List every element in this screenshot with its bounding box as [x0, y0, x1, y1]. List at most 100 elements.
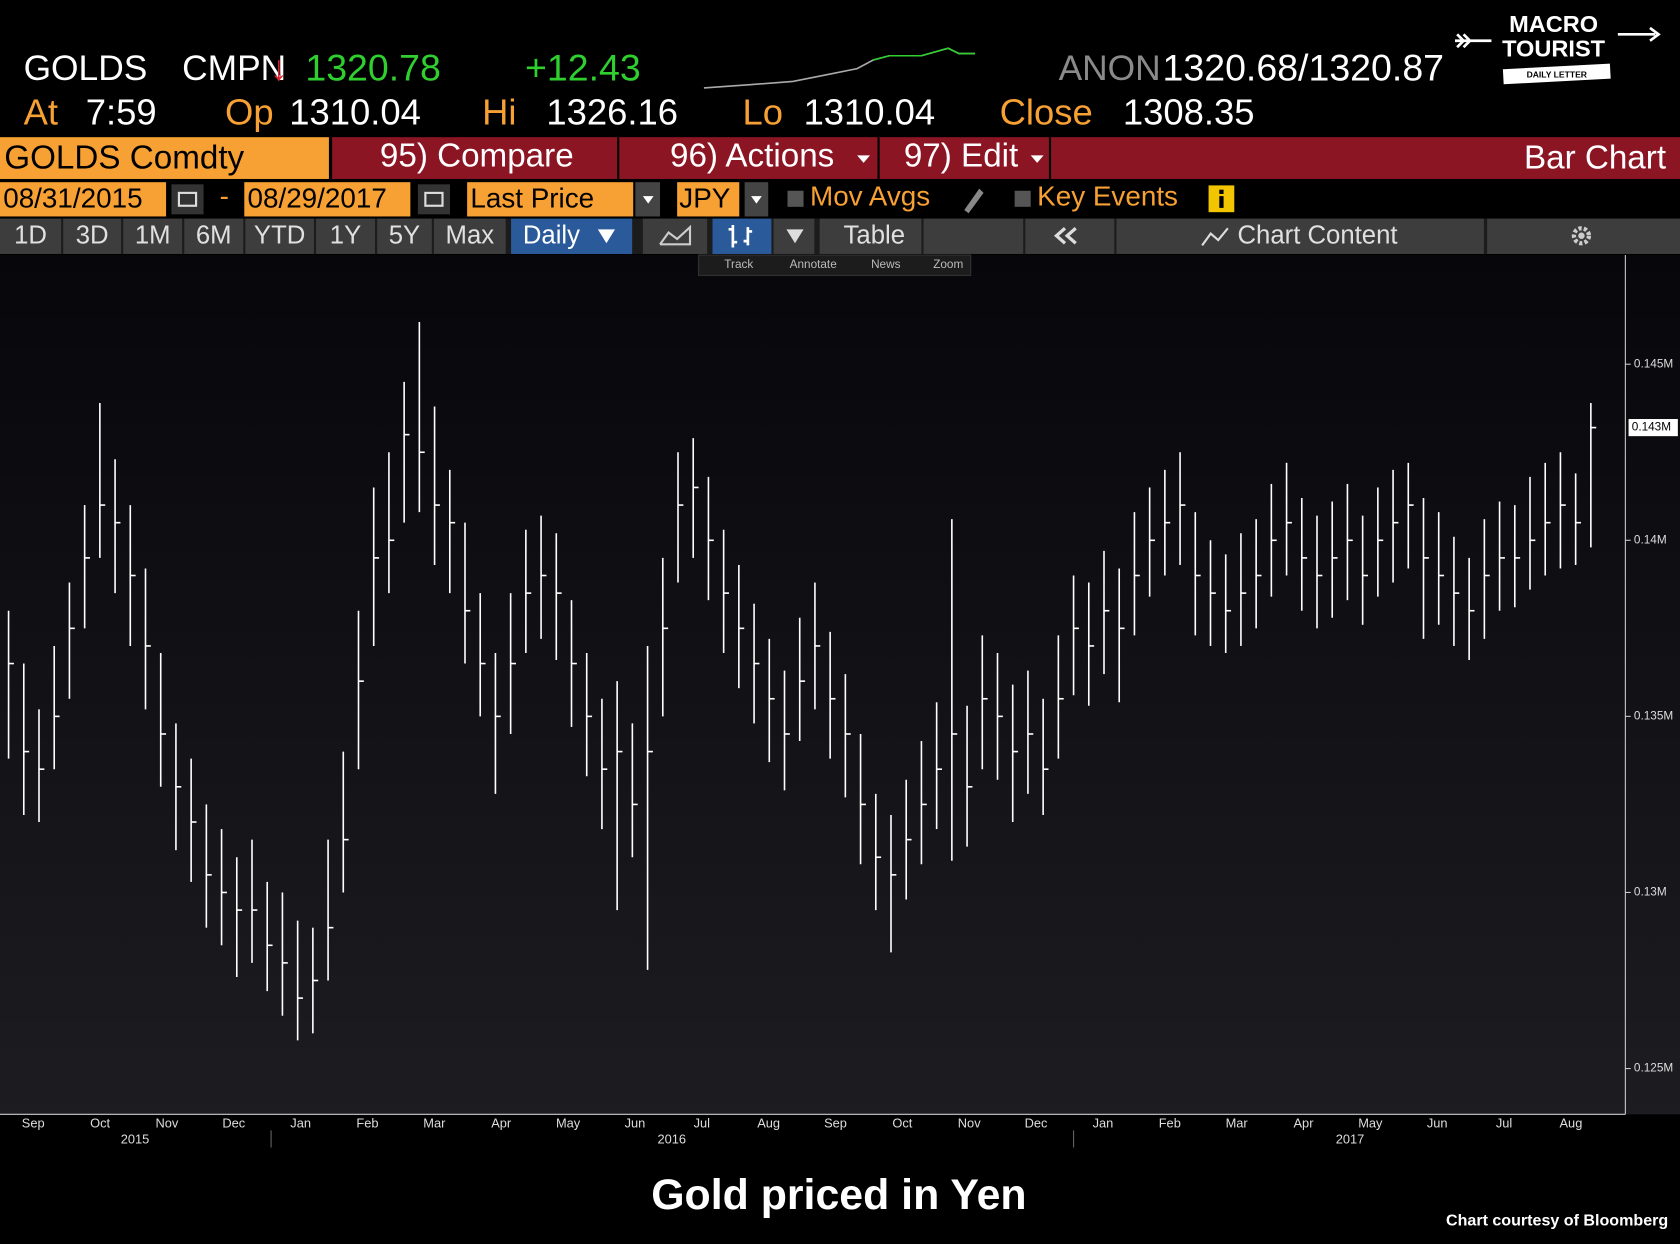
- x-tick-label: Dec: [1025, 1115, 1048, 1130]
- x-tick-label: Mar: [423, 1115, 446, 1130]
- logo-text: TOURIST: [1502, 36, 1606, 62]
- menu-item[interactable]: 95) Compare: [380, 137, 574, 174]
- x-tick-label: Oct: [892, 1115, 912, 1130]
- period-tab[interactable]: [245, 218, 314, 254]
- period-tab[interactable]: [0, 218, 62, 254]
- period-tab-label: 1Y: [330, 222, 361, 250]
- period-tab[interactable]: [63, 218, 122, 254]
- end-date: 08/29/2017: [247, 183, 386, 214]
- dropdown-arrow: [642, 196, 654, 204]
- dropdown-arrow: [597, 229, 615, 244]
- mov-avgs[interactable]: Mov Avgs: [810, 181, 930, 212]
- close-label: Close: [1000, 91, 1093, 132]
- x-tick-label: Aug: [757, 1115, 780, 1130]
- last-price-label: 0.143M: [1632, 421, 1671, 434]
- x-tick-label: Nov: [958, 1115, 981, 1130]
- security-box[interactable]: [0, 137, 329, 179]
- open-label: Op: [225, 91, 274, 132]
- period-tab-label: Max: [446, 222, 495, 250]
- menu-item[interactable]: 97) Edit: [904, 137, 1018, 174]
- high-label: Hi: [482, 91, 516, 132]
- date-separator: -: [220, 181, 229, 212]
- x-tick-label: Jul: [1496, 1115, 1512, 1130]
- y-tick-label: 0.14M: [1634, 533, 1667, 546]
- pricing-source: CMPN: [182, 49, 286, 88]
- table-button[interactable]: [819, 218, 922, 254]
- calendar-button[interactable]: [171, 184, 204, 215]
- period-tab[interactable]: [123, 218, 183, 254]
- y-tick-label: 0.135M: [1634, 709, 1673, 722]
- daily-tab[interactable]: [511, 218, 633, 254]
- logo-banner: [1502, 63, 1611, 85]
- key-events[interactable]: Key Events: [1037, 181, 1178, 212]
- dropdown-arrow: [857, 155, 870, 163]
- time: 7:59: [86, 91, 157, 132]
- chart-title: Gold priced in Yen: [651, 1171, 1026, 1219]
- dropdown-arrow: [1030, 155, 1044, 163]
- chart-content-button[interactable]: [1116, 218, 1484, 254]
- y-tick-label: 0.125M: [1634, 1062, 1673, 1075]
- last-price: 1320.78: [305, 47, 441, 89]
- start-date-field[interactable]: [0, 182, 167, 217]
- close: 1308.35: [1123, 91, 1255, 132]
- field-select[interactable]: [467, 182, 634, 217]
- calendar-icon: [424, 191, 444, 207]
- x-tick-label: May: [556, 1115, 581, 1130]
- dropdown-arrow: [786, 229, 804, 244]
- chart-tool[interactable]: Track: [724, 258, 753, 271]
- period-tab-label: 5Y: [389, 222, 420, 250]
- pencil-icon[interactable]: [964, 188, 984, 214]
- x-tick-label: Feb: [356, 1115, 378, 1130]
- x-tick-label: Apr: [491, 1115, 512, 1130]
- direction-arrow: ↓: [270, 49, 288, 88]
- sparkline-recent: [873, 47, 975, 61]
- period-tab[interactable]: [377, 218, 432, 254]
- x-tick-label: Apr: [1293, 1115, 1314, 1130]
- chart-content-icon: [1201, 227, 1229, 247]
- x-tick-label: Jul: [694, 1115, 710, 1130]
- table-label: Table: [844, 222, 905, 250]
- info-icon-dot: [1219, 189, 1224, 194]
- year-label: 2016: [657, 1131, 686, 1146]
- calendar-button[interactable]: [417, 184, 450, 215]
- checkbox[interactable]: [787, 190, 804, 207]
- period-tab[interactable]: [316, 218, 375, 254]
- period-tab-label: 6M: [196, 222, 232, 250]
- y-tick-label: 0.13M: [1634, 886, 1667, 899]
- low: 1310.04: [804, 91, 936, 132]
- bar-chart-button[interactable]: [712, 218, 772, 254]
- chart-tool[interactable]: News: [871, 258, 901, 271]
- y-tick-label: 0.145M: [1634, 357, 1673, 370]
- frequency: Daily: [523, 222, 580, 250]
- chart-tool[interactable]: Annotate: [790, 258, 838, 271]
- x-tick-label: Aug: [1559, 1115, 1582, 1130]
- x-tick-label: Sep: [824, 1115, 847, 1130]
- time-label: At: [24, 91, 58, 132]
- logo-text: MACRO: [1509, 11, 1598, 37]
- x-tick-label: Oct: [90, 1115, 110, 1130]
- chart-background: [0, 255, 1680, 1115]
- start-date: 08/31/2015: [3, 183, 142, 214]
- security: GOLDS Comdty: [4, 139, 244, 176]
- x-tick-label: Mar: [1226, 1115, 1249, 1130]
- year-label: 2017: [1336, 1131, 1365, 1146]
- currency-select[interactable]: [677, 182, 740, 217]
- view-name: Bar Chart: [1524, 139, 1666, 176]
- menu-bar: [332, 137, 1680, 179]
- chart-tool[interactable]: Zoom: [933, 258, 963, 271]
- x-tick-label: Jun: [625, 1115, 646, 1130]
- end-date-field[interactable]: [244, 182, 411, 217]
- period-tab[interactable]: [433, 218, 506, 254]
- x-tick-label: Dec: [222, 1115, 245, 1130]
- x-tick-label: May: [1358, 1115, 1383, 1130]
- menu-item[interactable]: 96) Actions: [670, 137, 834, 174]
- checkbox[interactable]: [1014, 190, 1031, 207]
- low-label: Lo: [743, 91, 784, 132]
- contributor: ANON: [1059, 49, 1161, 88]
- period-tab[interactable]: [184, 218, 244, 254]
- period-tab-label: 1D: [14, 222, 47, 250]
- high: 1326.16: [546, 91, 678, 132]
- collapse-icon: [1053, 227, 1077, 245]
